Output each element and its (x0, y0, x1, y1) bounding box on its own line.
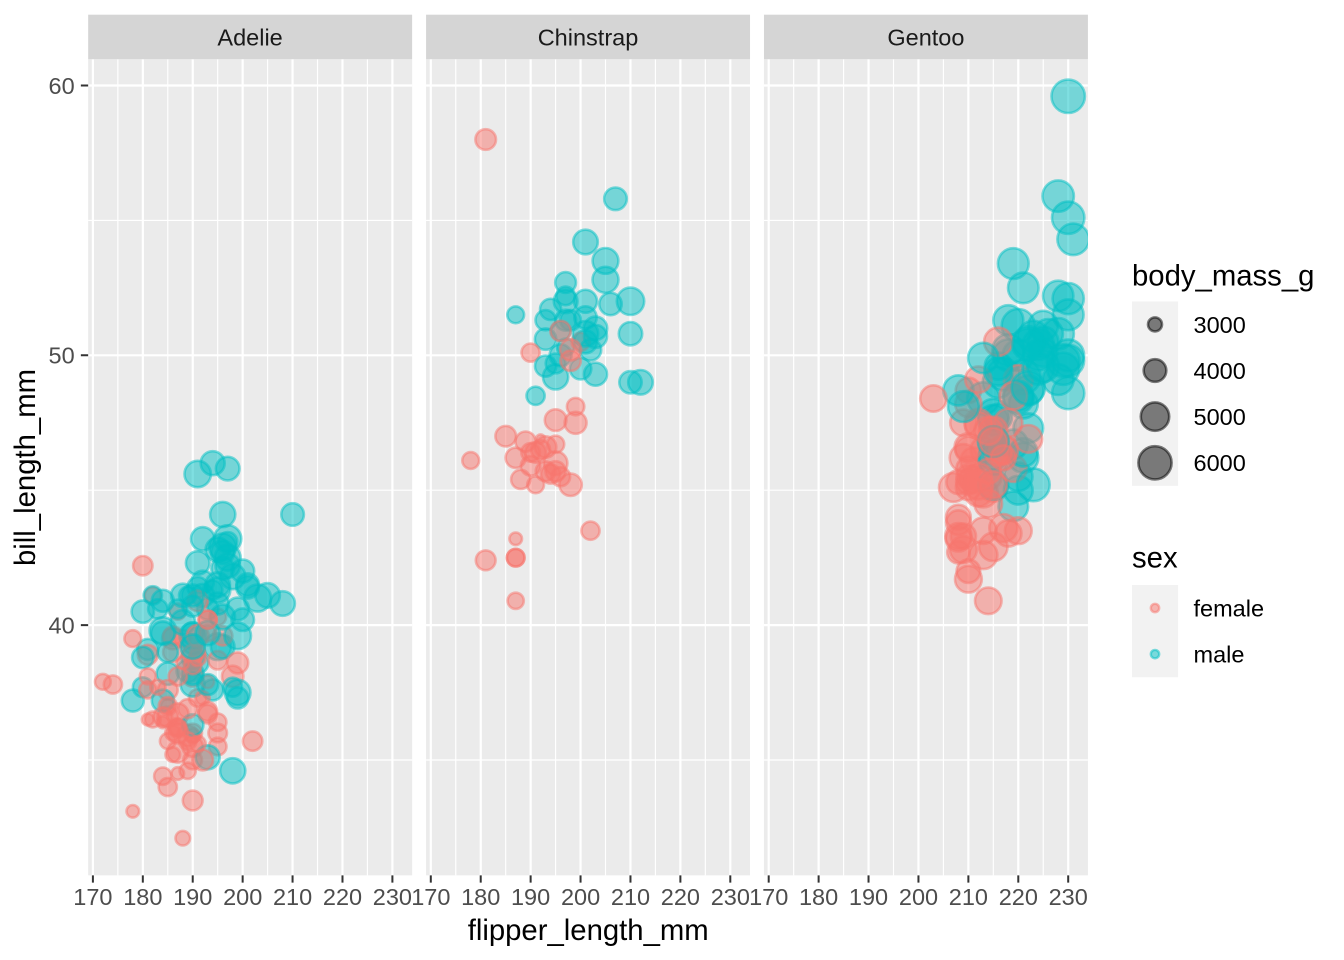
svg-text:210: 210 (949, 884, 988, 910)
svg-text:180: 180 (799, 884, 838, 910)
svg-text:6000: 6000 (1194, 450, 1246, 476)
svg-text:sex: sex (1132, 542, 1178, 575)
svg-text:220: 220 (323, 884, 362, 910)
svg-text:3000: 3000 (1194, 312, 1246, 338)
svg-text:bill_length_mm: bill_length_mm (9, 369, 42, 566)
svg-text:60: 60 (49, 73, 75, 99)
svg-text:40: 40 (49, 613, 75, 639)
svg-text:body_mass_g: body_mass_g (1132, 260, 1314, 293)
svg-text:210: 210 (273, 884, 312, 910)
svg-text:230: 230 (373, 884, 412, 910)
svg-text:female: female (1194, 595, 1265, 621)
svg-text:170: 170 (411, 884, 450, 910)
svg-text:190: 190 (511, 884, 550, 910)
svg-text:230: 230 (1049, 884, 1088, 910)
svg-text:220: 220 (999, 884, 1038, 910)
svg-text:190: 190 (849, 884, 888, 910)
svg-text:Gentoo: Gentoo (887, 24, 964, 50)
svg-text:200: 200 (899, 884, 938, 910)
svg-text:flipper_length_mm: flipper_length_mm (468, 914, 709, 947)
svg-text:50: 50 (49, 343, 75, 369)
svg-text:4000: 4000 (1194, 358, 1246, 384)
svg-text:180: 180 (461, 884, 500, 910)
svg-text:Chinstrap: Chinstrap (538, 24, 639, 50)
svg-text:170: 170 (749, 884, 788, 910)
svg-text:200: 200 (223, 884, 262, 910)
svg-text:male: male (1194, 642, 1245, 668)
svg-text:230: 230 (711, 884, 750, 910)
svg-text:200: 200 (561, 884, 600, 910)
svg-text:190: 190 (173, 884, 212, 910)
svg-text:170: 170 (73, 884, 112, 910)
svg-text:180: 180 (123, 884, 162, 910)
svg-text:5000: 5000 (1194, 404, 1246, 430)
svg-text:220: 220 (661, 884, 700, 910)
svg-text:Adelie: Adelie (217, 24, 282, 50)
svg-text:210: 210 (611, 884, 650, 910)
